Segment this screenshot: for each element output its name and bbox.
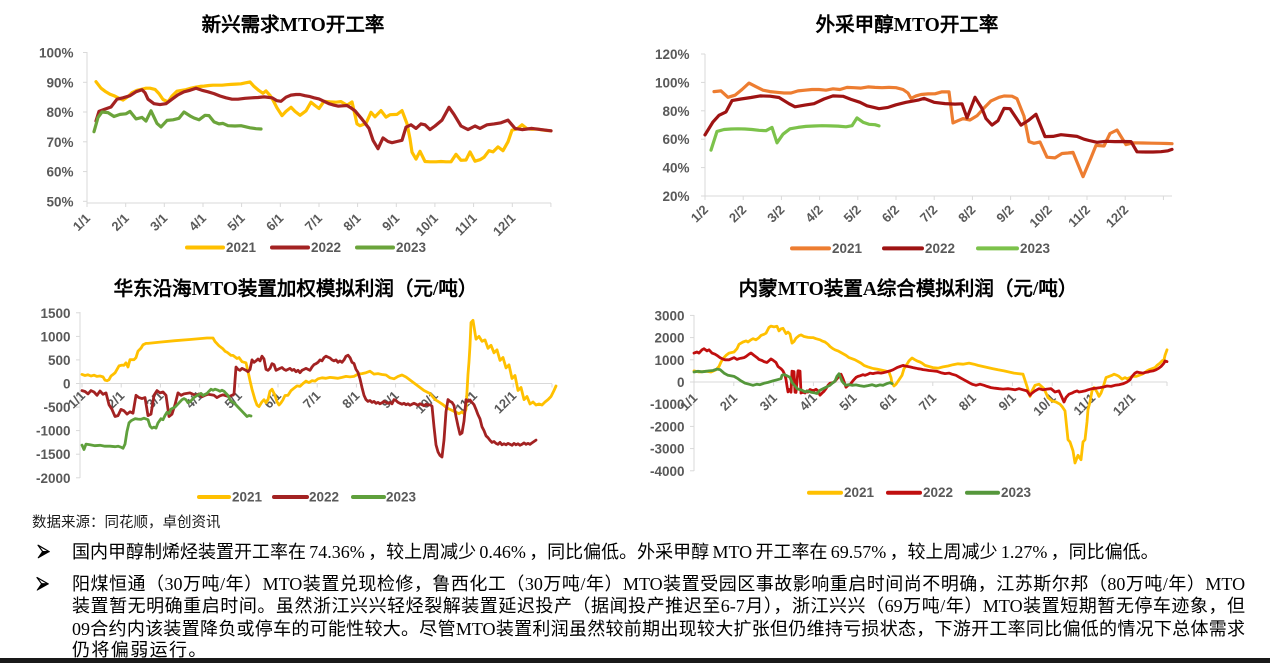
svg-text:500: 500 <box>48 353 71 368</box>
svg-text:2021: 2021 <box>226 240 257 255</box>
svg-text:80%: 80% <box>662 104 689 119</box>
svg-text:-4000: -4000 <box>650 464 685 479</box>
svg-text:90%: 90% <box>46 75 73 90</box>
svg-text:6/1: 6/1 <box>263 211 286 234</box>
svg-text:2/2: 2/2 <box>726 202 749 225</box>
svg-text:3000: 3000 <box>654 308 684 323</box>
svg-text:4/2: 4/2 <box>802 202 825 225</box>
svg-text:3/2: 3/2 <box>764 202 787 225</box>
svg-text:2022: 2022 <box>309 490 339 505</box>
svg-text:2023: 2023 <box>1020 241 1051 256</box>
svg-text:20%: 20% <box>662 189 689 204</box>
svg-text:1000: 1000 <box>40 329 70 344</box>
svg-text:7/1: 7/1 <box>300 388 323 411</box>
svg-text:2000: 2000 <box>654 331 684 346</box>
svg-text:2022: 2022 <box>925 241 955 256</box>
svg-text:10/2: 10/2 <box>1026 202 1055 231</box>
svg-text:7/1: 7/1 <box>302 211 325 234</box>
svg-text:-3000: -3000 <box>650 442 685 457</box>
svg-text:60%: 60% <box>46 165 73 180</box>
svg-text:8/1: 8/1 <box>956 390 979 413</box>
svg-text:外采甲醇MTO开工率: 外采甲醇MTO开工率 <box>816 13 999 36</box>
svg-text:-1000: -1000 <box>36 424 71 439</box>
svg-text:-1500: -1500 <box>36 447 71 462</box>
svg-text:2023: 2023 <box>396 240 427 255</box>
svg-text:1/2: 1/2 <box>688 202 711 225</box>
svg-text:-500: -500 <box>43 400 70 415</box>
svg-text:5/2: 5/2 <box>841 202 864 225</box>
svg-text:9/1: 9/1 <box>379 211 402 234</box>
svg-text:2023: 2023 <box>386 490 417 505</box>
svg-text:60%: 60% <box>662 132 689 147</box>
svg-text:1000: 1000 <box>654 353 684 368</box>
svg-text:7/1: 7/1 <box>916 390 939 413</box>
svg-text:2022: 2022 <box>311 240 341 255</box>
svg-text:10/1: 10/1 <box>1030 390 1059 419</box>
svg-text:2/1: 2/1 <box>108 211 131 234</box>
svg-text:6/1: 6/1 <box>876 390 899 413</box>
svg-text:11/1: 11/1 <box>1070 390 1098 418</box>
svg-text:6/2: 6/2 <box>879 202 902 225</box>
svg-text:2021: 2021 <box>832 241 863 256</box>
svg-text:10/1: 10/1 <box>413 211 442 240</box>
svg-text:9/1: 9/1 <box>378 388 401 411</box>
svg-text:8/1: 8/1 <box>339 388 362 411</box>
svg-text:9/2: 9/2 <box>993 202 1016 225</box>
svg-text:100%: 100% <box>39 46 74 61</box>
svg-text:-2000: -2000 <box>650 419 685 434</box>
svg-text:-2000: -2000 <box>36 471 71 486</box>
svg-text:1500: 1500 <box>40 306 70 321</box>
svg-text:9/1: 9/1 <box>995 390 1018 413</box>
svg-text:100%: 100% <box>655 75 690 90</box>
svg-text:12/1: 12/1 <box>1110 390 1139 419</box>
svg-text:12/2: 12/2 <box>1103 202 1132 231</box>
svg-text:2021: 2021 <box>232 490 263 505</box>
svg-text:2/1: 2/1 <box>717 390 740 413</box>
svg-text:华东沿海MTO装置加权模拟利润（元/吨）: 华东沿海MTO装置加权模拟利润（元/吨） <box>114 277 478 300</box>
svg-text:2023: 2023 <box>1001 485 1032 500</box>
svg-text:2022: 2022 <box>923 485 953 500</box>
svg-text:70%: 70% <box>46 135 73 150</box>
svg-text:4/1: 4/1 <box>186 211 209 234</box>
svg-text:0: 0 <box>63 377 71 392</box>
svg-text:-1000: -1000 <box>650 397 685 412</box>
svg-text:12/1: 12/1 <box>490 211 519 240</box>
svg-text:5/1: 5/1 <box>836 390 859 413</box>
svg-text:0: 0 <box>677 375 685 390</box>
svg-text:40%: 40% <box>662 161 689 176</box>
svg-text:3/1: 3/1 <box>147 211 170 234</box>
svg-text:2021: 2021 <box>844 485 875 500</box>
svg-text:11/1: 11/1 <box>452 211 480 239</box>
svg-text:5/1: 5/1 <box>224 211 247 234</box>
svg-text:新兴需求MTO开工率: 新兴需求MTO开工率 <box>202 13 385 36</box>
svg-text:11/2: 11/2 <box>1065 202 1093 230</box>
svg-text:8/2: 8/2 <box>955 202 978 225</box>
svg-text:80%: 80% <box>46 105 73 120</box>
svg-text:8/1: 8/1 <box>340 211 363 234</box>
svg-text:内蒙MTO装置A综合模拟利润（元/吨）: 内蒙MTO装置A综合模拟利润（元/吨） <box>739 277 1078 300</box>
svg-text:7/2: 7/2 <box>917 202 940 225</box>
svg-text:3/1: 3/1 <box>757 390 780 413</box>
svg-text:50%: 50% <box>46 194 73 209</box>
svg-text:12/1: 12/1 <box>491 388 520 417</box>
svg-text:120%: 120% <box>655 47 690 62</box>
svg-text:1/1: 1/1 <box>70 211 93 234</box>
